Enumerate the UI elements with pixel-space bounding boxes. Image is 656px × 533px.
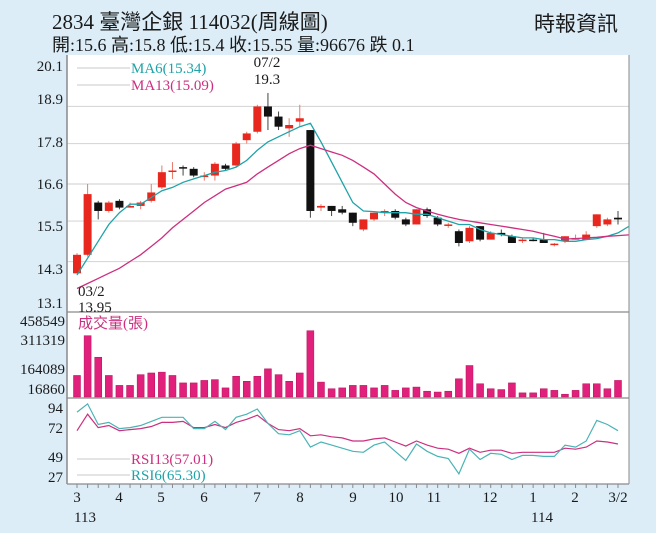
- price-tick: 18.9: [37, 92, 63, 108]
- rsi-tick: 49: [48, 450, 63, 466]
- rsi13-line: [76, 413, 619, 454]
- volume-tick: 458549: [20, 314, 65, 330]
- x-tick: 6: [200, 490, 208, 506]
- x-tick: 4: [115, 490, 123, 506]
- volume-title: 成交量(張): [78, 314, 148, 332]
- price-tick: 13.1: [37, 296, 63, 312]
- rsi13-legend: RSI13(57.01): [131, 452, 213, 468]
- rsi-tick: 72: [48, 421, 63, 437]
- rsi-tick: 94: [48, 401, 64, 417]
- x-tick: 11: [427, 490, 441, 506]
- price-tick: 17.8: [37, 135, 63, 151]
- x-tick: 5: [157, 490, 165, 506]
- ma13-legend: MA13(15.09): [131, 78, 214, 94]
- low-date-annotation: 03/2: [78, 284, 105, 300]
- year-label: 113: [74, 510, 96, 526]
- volume-tick: 16860: [28, 382, 66, 398]
- x-tick: 12: [483, 490, 498, 506]
- x-tick: 9: [349, 490, 357, 506]
- x-tick: 1: [529, 490, 537, 506]
- rsi6-line: [76, 402, 619, 476]
- low-value-annotation: 13.95: [78, 300, 112, 316]
- ma6-legend: MA6(15.34): [131, 61, 206, 77]
- x-tick: 10: [389, 490, 404, 506]
- volume-tick: 311319: [21, 333, 65, 349]
- volume-bars: [73, 330, 622, 398]
- x-tick: 3/2: [608, 490, 627, 506]
- ma6-line: [76, 122, 629, 276]
- x-tick: 8: [296, 490, 304, 506]
- ma13-line: [76, 144, 629, 290]
- price-tick: 14.3: [37, 262, 63, 278]
- x-tick: 3: [73, 490, 81, 506]
- brand-label: 時報資訊: [534, 12, 618, 36]
- candlestick-series: [73, 92, 622, 274]
- x-tick-marks: [76, 484, 619, 488]
- price-tick: 20.1: [37, 59, 63, 75]
- price-tick: 15.5: [37, 219, 63, 235]
- rsi6-legend: RSI6(65.30): [131, 468, 206, 484]
- plot-area: [67, 55, 629, 484]
- rsi-tick: 27: [48, 470, 64, 486]
- ohlc-summary: 開:15.6 高:15.8 低:15.4 收:15.55 量:96676 跌 0…: [52, 35, 415, 55]
- x-axis-labels: 3 4 5 6 7 8 9 10 11 12 1 2 3/2 113 114: [73, 490, 627, 526]
- high-date-annotation: 07/2: [254, 55, 281, 71]
- chart-title: 2834 臺灣企銀 114032(周線圖): [52, 10, 328, 34]
- x-tick: 2: [571, 490, 579, 506]
- volume-tick: 164089: [20, 362, 65, 378]
- high-value-annotation: 19.3: [254, 72, 280, 88]
- year-label: 114: [531, 510, 553, 526]
- x-tick: 7: [253, 490, 261, 506]
- price-tick: 16.6: [37, 177, 64, 193]
